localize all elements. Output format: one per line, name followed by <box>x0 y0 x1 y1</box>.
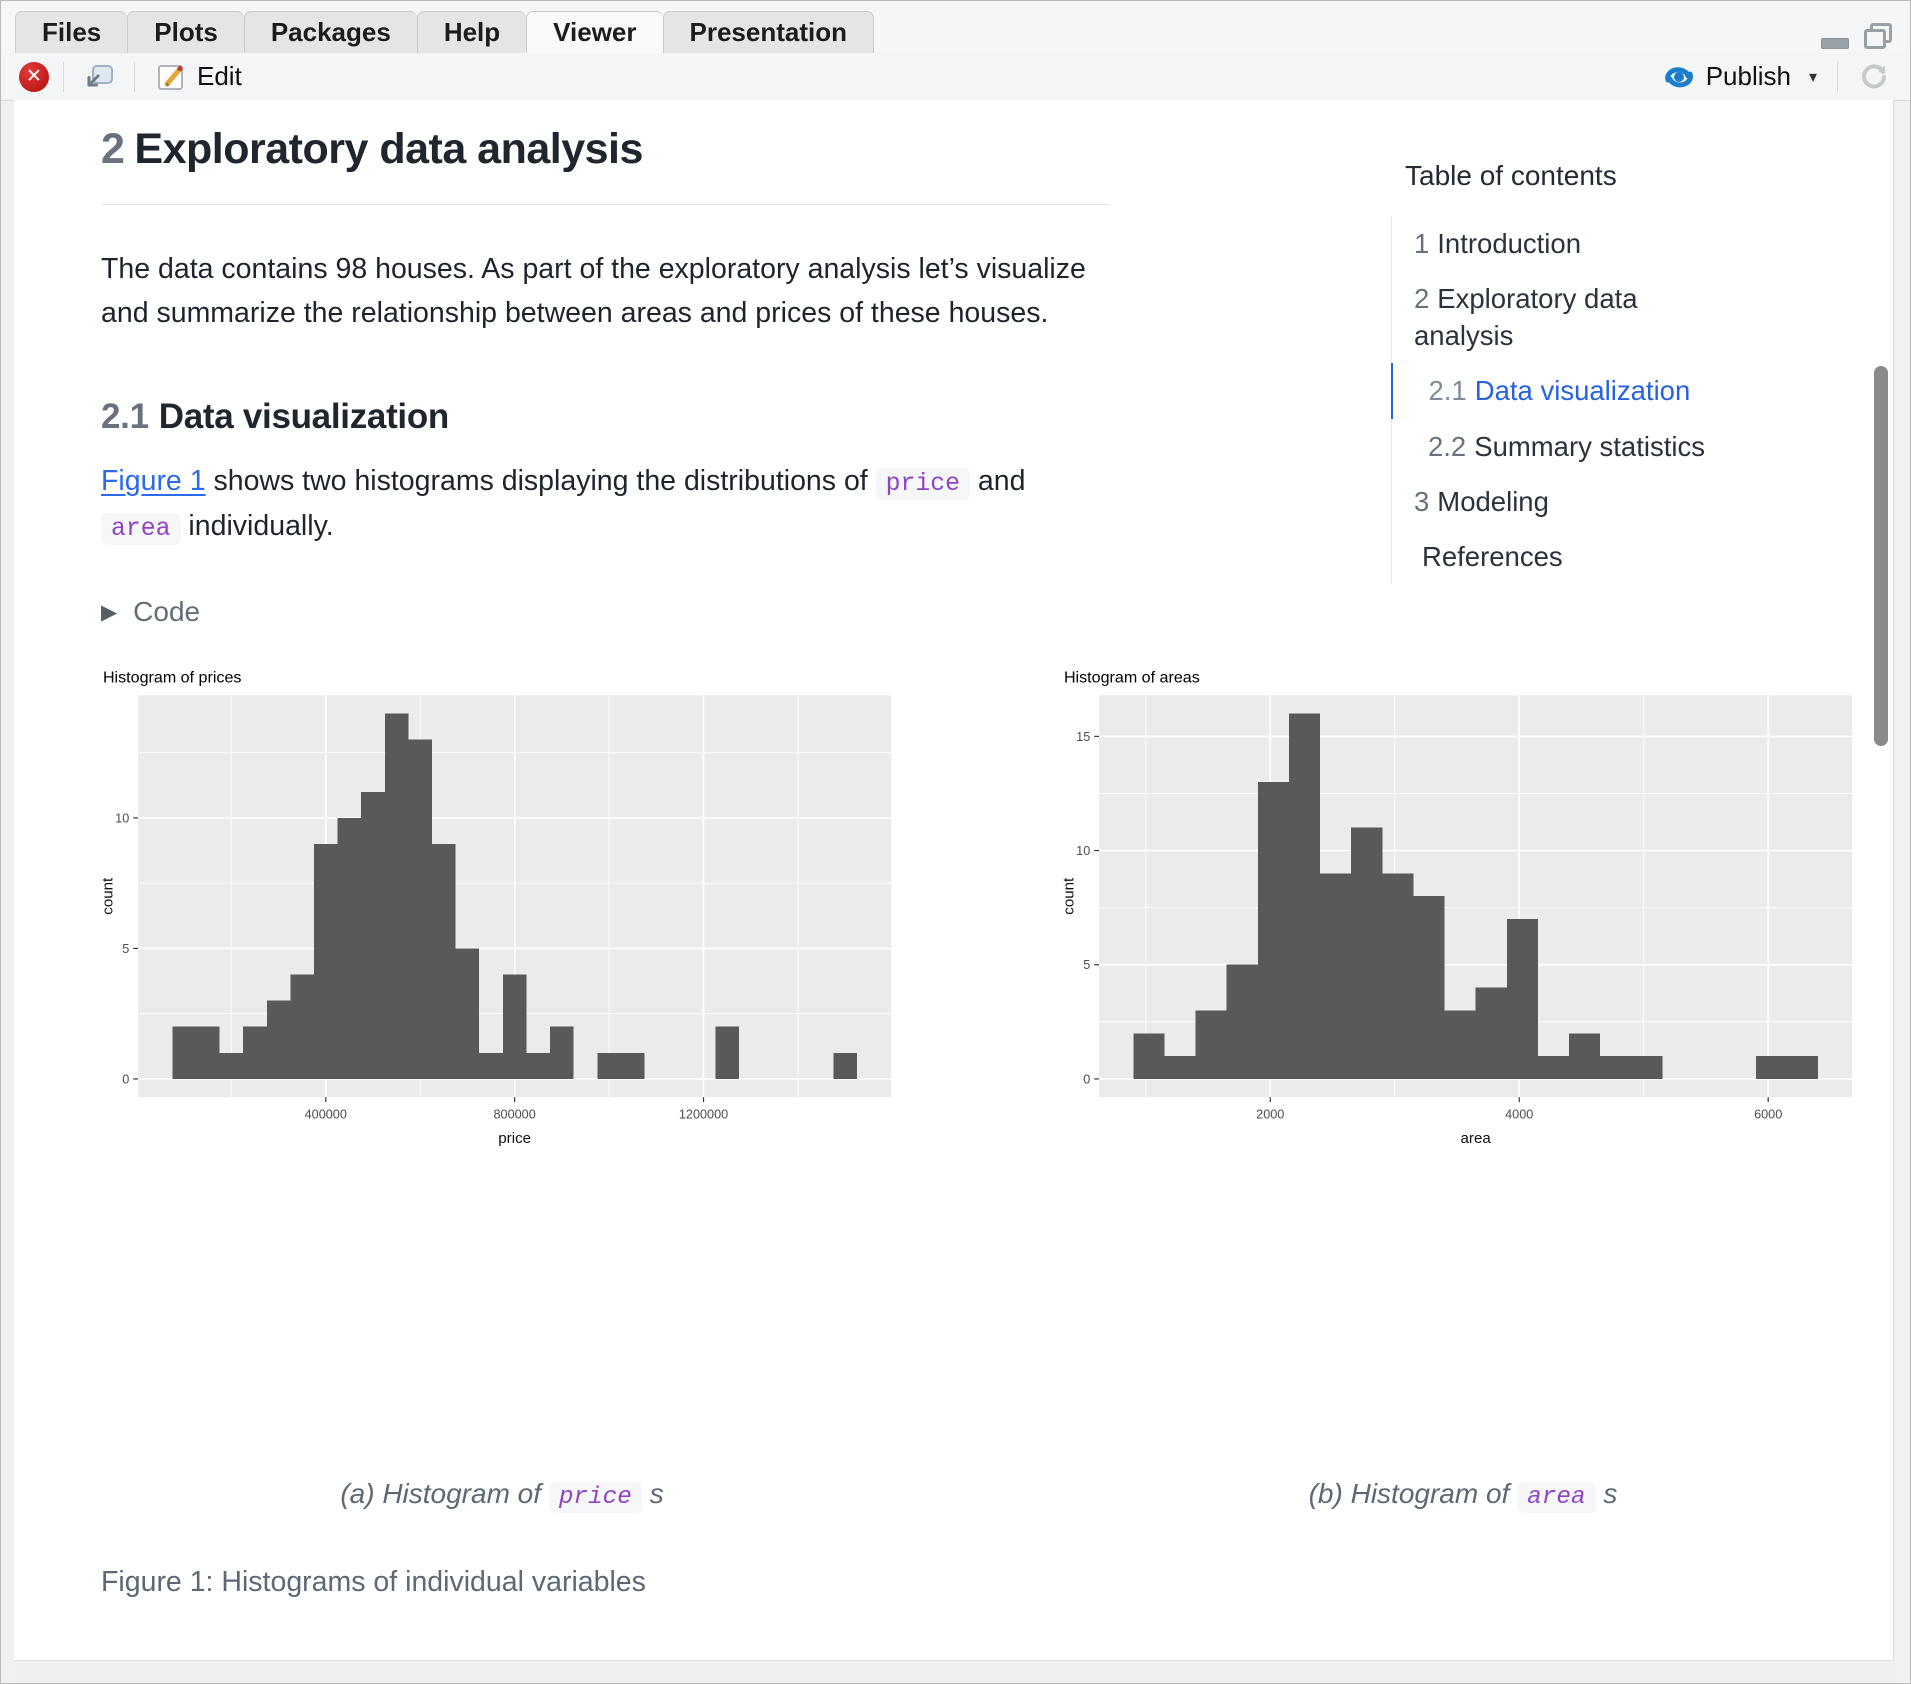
figure-1-link[interactable]: Figure 1 <box>101 465 206 498</box>
subfigure-b-caption: (b) Histogram of area s <box>1308 1478 1618 1514</box>
tab-help[interactable]: Help <box>416 11 527 53</box>
next-section-edge <box>14 1660 1894 1683</box>
toc-item-modeling[interactable]: 3 Modeling <box>1414 485 1549 517</box>
tab-strip: Files Plots Packages Help Viewer Present… <box>15 11 875 53</box>
disclosure-triangle-icon: ▶ <box>101 600 118 624</box>
histogram-svg: 0 5 10 15 2000 4000 6000 Histogram of areas area… <box>1062 669 1853 1147</box>
tab-files[interactable]: Files <box>15 11 128 53</box>
svg-text:400000: 400000 <box>305 1108 347 1122</box>
svg-text:5: 5 <box>122 942 129 956</box>
heading-divider <box>101 204 1109 205</box>
toolbar-separator <box>63 61 64 92</box>
viewer-toolbar: ✕ Edit <box>1 53 1910 101</box>
vertical-scrollbar-thumb[interactable] <box>1874 366 1888 746</box>
subfigure-a: 0 5 10 400000 800000 1200000 Histogram of pric… <box>101 666 903 1514</box>
figure-1-caption: Figure 1: Histograms of individual varia… <box>101 1566 646 1599</box>
svg-text:800000: 800000 <box>494 1108 536 1122</box>
histogram-of-areas-plot: 0 5 10 15 2000 4000 6000 Histogram of areas area… <box>1062 666 1864 1148</box>
tab-viewer[interactable]: Viewer <box>526 11 663 53</box>
refresh-icon <box>1862 63 1886 88</box>
histogram-svg: 0 5 10 400000 800000 1200000 Histogram of pric… <box>101 669 892 1147</box>
subfigure-a-caption: (a) Histogram of price s <box>340 1478 664 1514</box>
edit-button[interactable]: Edit <box>149 59 250 94</box>
toc-item-references[interactable]: References <box>1422 540 1563 572</box>
toolbar-separator <box>1837 61 1838 92</box>
toc-item-introduction[interactable]: 1 Introduction <box>1414 228 1582 259</box>
intro-paragraph: The data contains 98 houses. As part of … <box>101 253 1086 330</box>
code-fold-label: Code <box>133 596 201 628</box>
svg-text:0: 0 <box>1083 1073 1090 1087</box>
popout-icon <box>87 64 113 86</box>
svg-text:price: price <box>498 1130 531 1147</box>
toolbar-separator <box>134 61 135 92</box>
svg-text:Histogram of prices: Histogram of prices <box>103 669 242 687</box>
svg-text:1200000: 1200000 <box>679 1108 728 1122</box>
section-number: 2 <box>101 125 125 173</box>
section-title-text: Data visualization <box>158 397 450 437</box>
tab-presentation[interactable]: Presentation <box>662 11 875 53</box>
svg-text:Histogram of areas: Histogram of areas <box>1064 669 1200 687</box>
edit-label: Edit <box>197 61 242 91</box>
svg-text:10: 10 <box>115 812 129 826</box>
minimize-icon[interactable] <box>1820 23 1850 49</box>
maximize-restore-icon[interactable] <box>1864 23 1892 49</box>
section-heading-2-1: 2.1 Data visualization <box>101 397 1881 437</box>
toc-item-data-visualization[interactable]: 2.1 Data visualization <box>1390 363 1729 419</box>
svg-text:5: 5 <box>1083 958 1090 972</box>
rendered-document: 2 Exploratory data analysis The data cont… <box>14 100 1894 1663</box>
pane-tab-bar: Files Plots Packages Help Viewer Present… <box>1 1 1910 54</box>
toc-item-summary-statistics[interactable]: 2.2 Summary statistics <box>1428 430 1705 462</box>
section-title-text: Exploratory data analysis <box>134 125 643 173</box>
tab-packages[interactable]: Packages <box>243 11 417 53</box>
histogram-of-prices-plot: 0 5 10 400000 800000 1200000 Histogram of pric… <box>101 666 903 1148</box>
article: 2 Exploratory data analysis The data cont… <box>101 100 1881 1599</box>
chevron-down-icon[interactable]: ▾ <box>1808 68 1817 86</box>
subfigure-b: 0 5 10 15 2000 4000 6000 Histogram of areas area… <box>1062 666 1864 1514</box>
clear-viewer-button[interactable]: ✕ <box>19 61 49 92</box>
publish-icon <box>1664 66 1693 87</box>
close-x-icon: ✕ <box>26 66 42 87</box>
svg-text:count: count <box>1062 877 1078 915</box>
inline-code-price: price <box>875 468 970 501</box>
toc-list: 1 Introduction 2 Exploratory data analysis… <box>1390 216 1751 584</box>
svg-text:10: 10 <box>1076 844 1090 858</box>
toc-item-exploratory-data-analysis[interactable]: 2 Exploratory data analysis <box>1414 283 1638 352</box>
svg-text:6000: 6000 <box>1754 1108 1782 1122</box>
inline-code-area: area <box>101 512 181 545</box>
edit-pencil-icon <box>158 64 183 90</box>
figure-reference-paragraph: Figure 1 shows two histograms displaying… <box>101 465 1026 545</box>
pane-window-controls <box>1820 23 1892 49</box>
svg-text:4000: 4000 <box>1505 1108 1533 1122</box>
svg-text:15: 15 <box>1076 730 1090 744</box>
svg-text:area: area <box>1461 1130 1492 1147</box>
section-number: 2.1 <box>101 397 149 437</box>
open-in-new-window-button[interactable] <box>78 61 120 93</box>
code-disclosure[interactable]: ▶ Code <box>101 596 241 628</box>
section-heading-2: 2 Exploratory data analysis <box>101 125 1881 174</box>
publish-label: Publish <box>1705 61 1791 91</box>
publish-button[interactable]: Publish ▾ <box>1656 59 1823 94</box>
figure-1: 0 5 10 400000 800000 1200000 Histogram of pric… <box>101 666 1864 1599</box>
refresh-button[interactable] <box>1852 59 1896 95</box>
tab-plots[interactable]: Plots <box>127 11 244 53</box>
toc-title: Table of contents <box>1405 160 1617 191</box>
svg-text:count: count <box>101 877 117 915</box>
svg-text:0: 0 <box>122 1073 129 1087</box>
svg-text:2000: 2000 <box>1256 1108 1284 1122</box>
table-of-contents: Table of contents 1 Introduction 2 Explora… <box>1390 160 1751 584</box>
